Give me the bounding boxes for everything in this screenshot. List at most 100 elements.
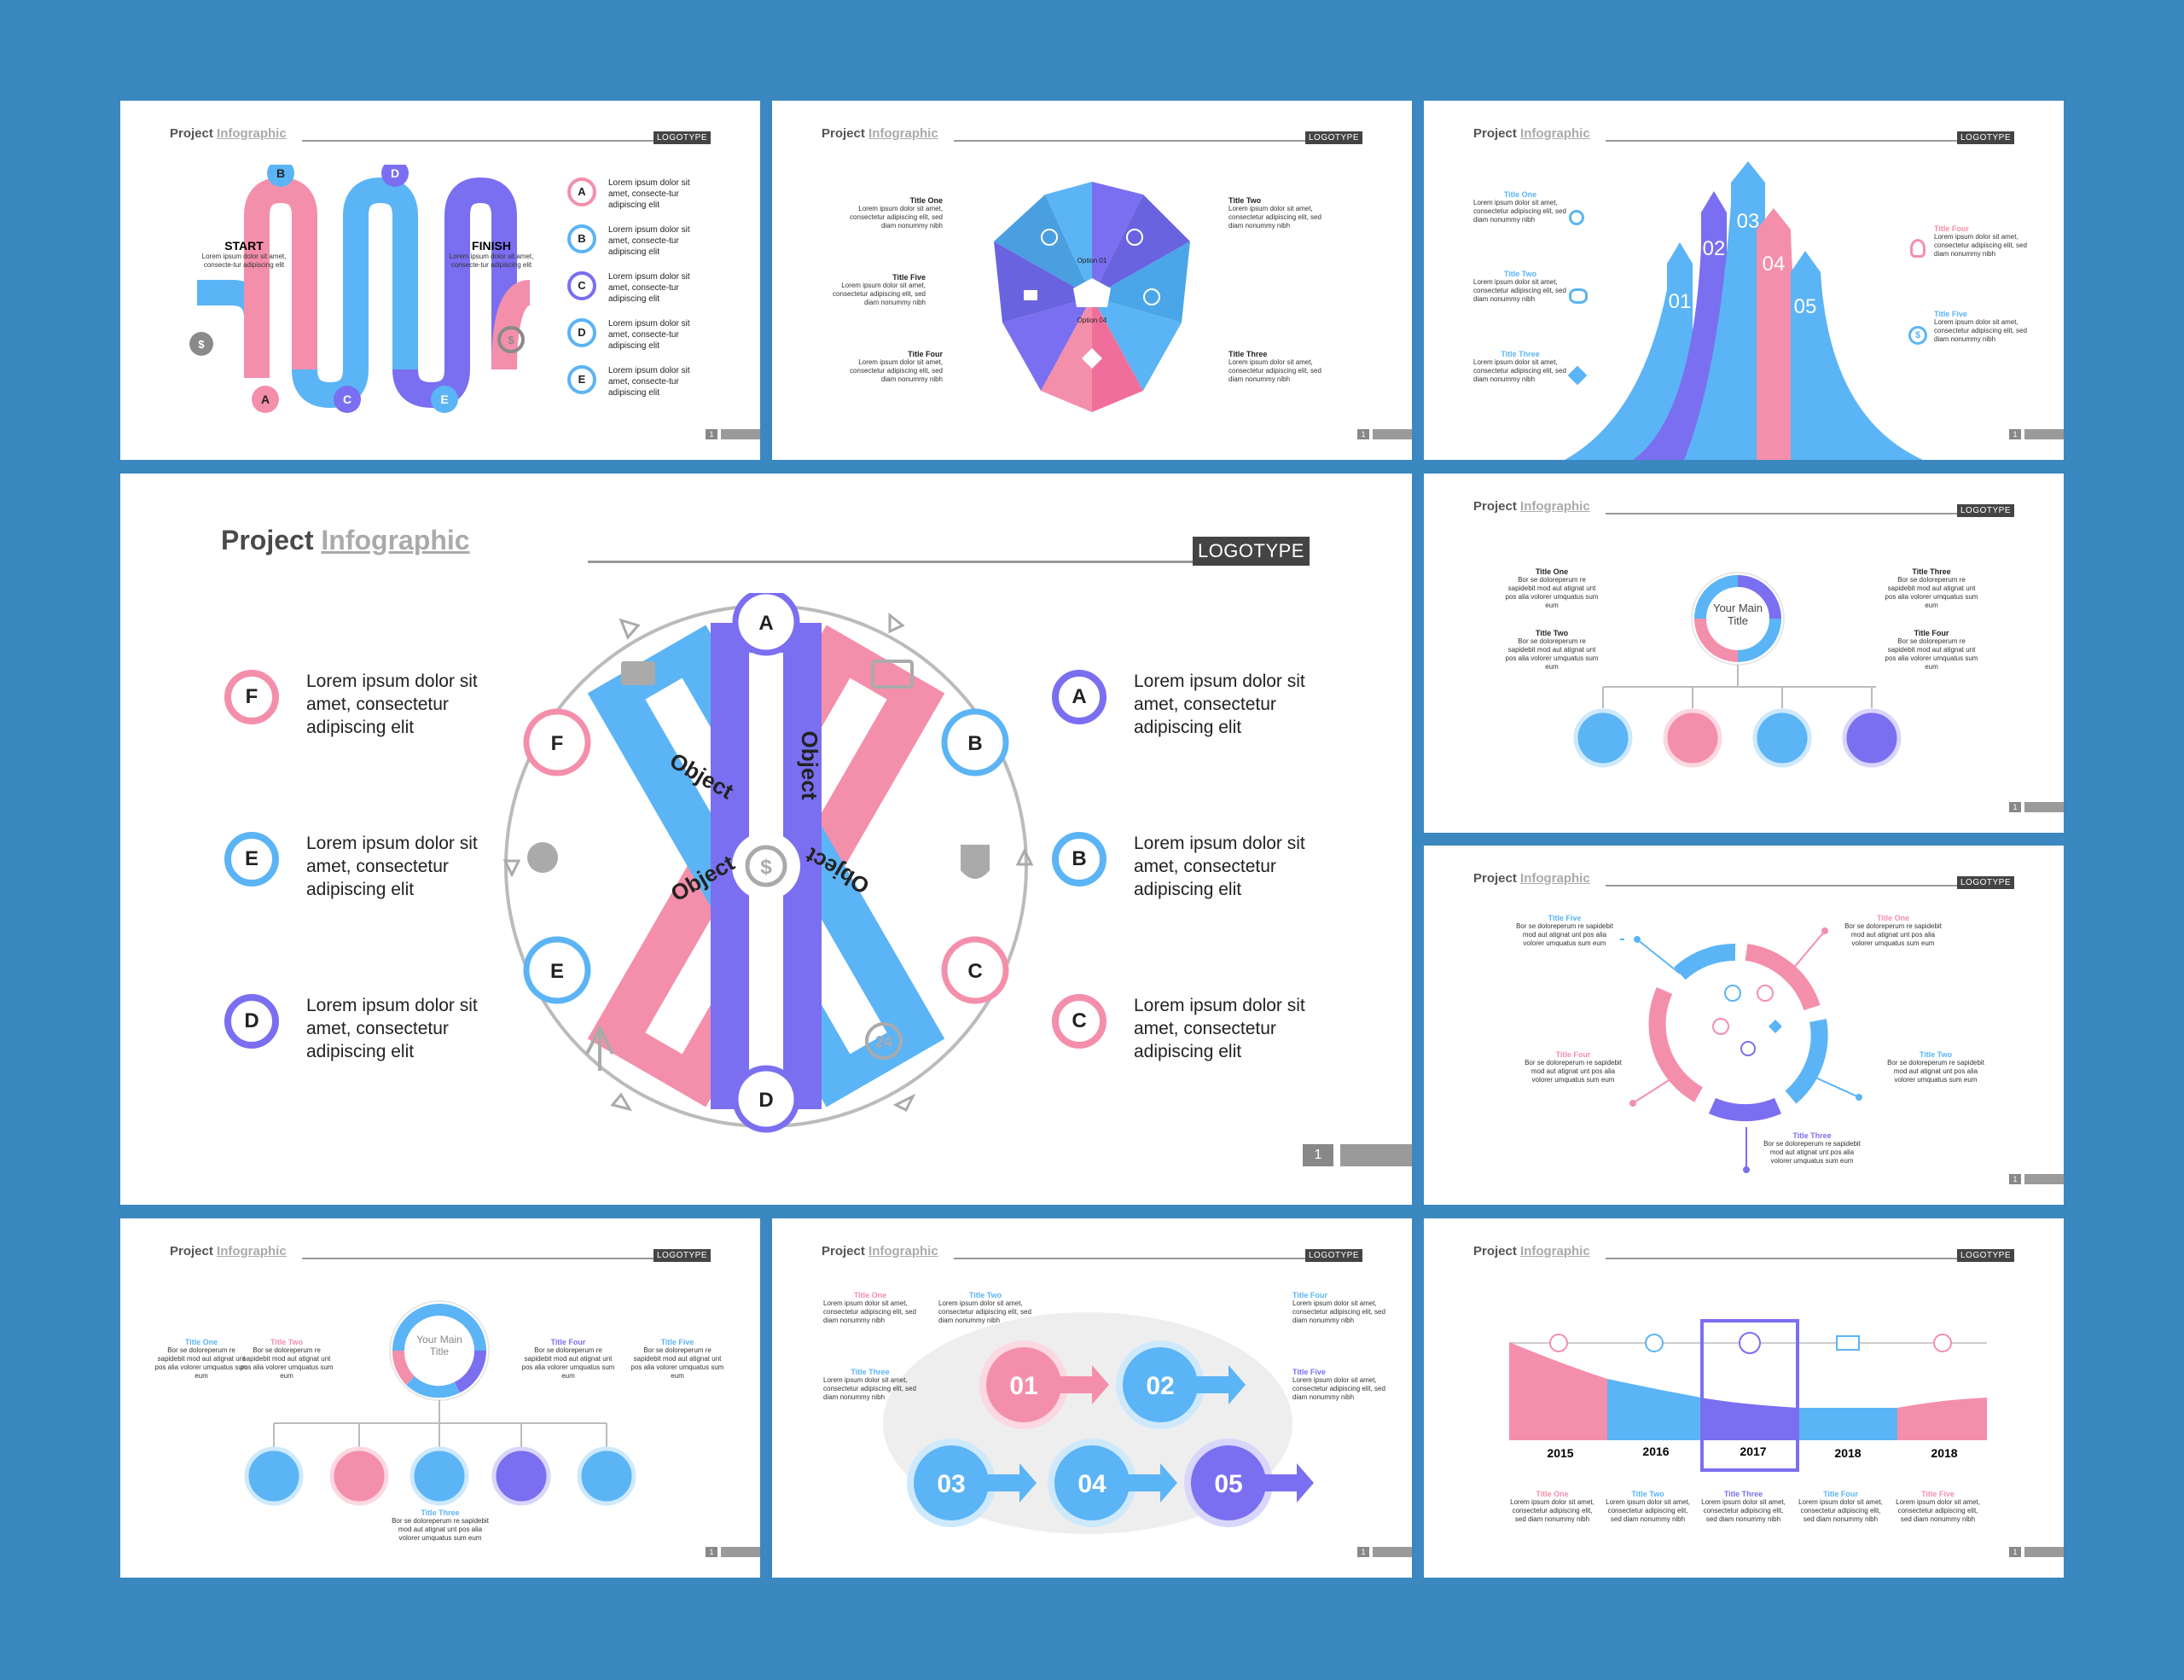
svg-text:05: 05 xyxy=(1794,295,1817,318)
logotype: LOGOTYPE xyxy=(1956,504,2014,517)
slide-header: Project Infographic LOGOTYPE xyxy=(822,126,1362,147)
svg-text:01: 01 xyxy=(1669,290,1692,313)
center-badge xyxy=(732,832,800,900)
start-block: START Lorem ipsum dolor sit amet, consec… xyxy=(201,239,287,270)
letter-d: D xyxy=(391,166,399,180)
object-label: Object xyxy=(797,731,822,800)
slide-roadmap[interactable]: Project Infographic LOGOTYPE B D A C E $… xyxy=(120,101,760,460)
letter-e: E xyxy=(440,392,448,406)
slide-main-title-tree[interactable]: Project Infographic LOGOTYPE Your Main T… xyxy=(1424,474,2064,833)
letter-c: C xyxy=(343,392,351,406)
ring-arrow xyxy=(610,1092,633,1112)
ring-segment-diagram xyxy=(1620,927,1862,1173)
header-project: Project xyxy=(170,126,213,141)
ring-arrow xyxy=(892,1093,916,1113)
puzzle-icon xyxy=(1769,1020,1782,1033)
slide-arrows-growth[interactable]: Project Infographic LOGOTYPE 01 02 03 04… xyxy=(1424,101,2064,460)
slide-header: Project Infographic LOGOTYPE xyxy=(221,525,1412,567)
finish-block: FINISH Lorem ipsum dolor sit amet, conse… xyxy=(449,239,534,270)
letter-b: B xyxy=(276,166,285,180)
highlight-frame xyxy=(1700,1319,1799,1472)
letter-e-circle xyxy=(431,386,458,413)
ring-arrow xyxy=(502,859,521,878)
finish-text: Lorem ipsum dolor sit amet, consecte-tur… xyxy=(449,253,534,269)
svg-text:A: A xyxy=(758,612,773,635)
header-project: Project xyxy=(221,525,314,555)
stopwatch-node xyxy=(1752,708,1812,768)
slide-header: Project Infographic LOGOTYPE xyxy=(1473,871,2014,892)
slide-timeline-area[interactable]: Project Infographic LOGOTYPE 2015 2016 2… xyxy=(1424,1218,2064,1578)
svg-text:02: 02 xyxy=(1703,237,1726,260)
path-segment-blue xyxy=(292,177,418,409)
dollar-cycle-icon xyxy=(497,326,525,353)
svg-text:D: D xyxy=(758,1089,773,1112)
svg-text:$: $ xyxy=(198,338,205,351)
bulb-icon xyxy=(1740,1041,1756,1056)
puzzle-icon xyxy=(1082,348,1102,369)
slide-five-node-tree[interactable]: Project Infographic LOGOTYPE Your Main T… xyxy=(120,1218,760,1578)
logotype: LOGOTYPE xyxy=(1304,1249,1362,1262)
heptagon-diagram: Option 01 Option 04 xyxy=(994,182,1190,412)
finish-label: FINISH xyxy=(472,239,511,253)
dollar-icon: $ xyxy=(1908,326,1927,345)
brain-icon xyxy=(1041,229,1058,246)
center-title: Your Main Title xyxy=(416,1334,462,1357)
split-arrows-icon xyxy=(585,1024,614,1071)
stopwatch-icon xyxy=(1126,229,1143,246)
page-number: 1 xyxy=(706,429,760,439)
timeline-area-chart xyxy=(1509,1319,1987,1472)
center-title: Your Main Title xyxy=(1712,602,1763,627)
slide-heptagon[interactable]: Project Infographic LOGOTYPE Option 01 O… xyxy=(772,101,1412,460)
five-node-tree xyxy=(244,1300,636,1506)
award-icon xyxy=(527,842,558,873)
svg-text:24: 24 xyxy=(875,1033,892,1050)
letter-c-badge xyxy=(941,936,1009,1004)
slide-main-objects[interactable]: Project Infographic LOGOTYPE $ Object Ob… xyxy=(120,474,1412,1205)
letter-a: A xyxy=(261,392,270,406)
chart-node xyxy=(1842,708,1902,768)
svg-text:01: 01 xyxy=(1009,1372,1037,1400)
logotype: LOGOTYPE xyxy=(1956,131,2014,144)
slide-header: Project Infographic LOGOTYPE xyxy=(822,1244,1362,1264)
slide-header: Project Infographic LOGOTYPE xyxy=(170,1244,711,1264)
ring-arrow xyxy=(1015,847,1034,866)
slide-header: Project Infographic LOGOTYPE xyxy=(1473,1244,2014,1264)
snake-path-diagram: B D A C E $ $ xyxy=(189,165,532,413)
slide-ring-segments[interactable]: Project Infographic LOGOTYPE Title Five B… xyxy=(1424,846,2064,1205)
letter-a-badge xyxy=(732,593,800,656)
svg-text:03: 03 xyxy=(1737,210,1760,233)
svg-text:E: E xyxy=(550,960,564,983)
slide-header: Project Infographic LOGOTYPE xyxy=(1473,126,2014,147)
money-bag-icon xyxy=(189,332,213,356)
svg-text:F: F xyxy=(551,732,564,755)
ring-arrow xyxy=(888,612,905,634)
logotype: LOGOTYPE xyxy=(653,1249,711,1262)
svg-text:B: B xyxy=(967,732,982,755)
letter-e-badge xyxy=(523,936,591,1004)
bulb-node xyxy=(1663,708,1722,768)
path-segment-pink-end xyxy=(491,280,532,370)
start-label: START xyxy=(224,239,264,253)
letter-d-badge xyxy=(732,1065,800,1133)
header-infographic: Infographic xyxy=(217,126,287,141)
ring-arrow xyxy=(619,618,641,640)
svg-text:03: 03 xyxy=(937,1470,965,1498)
svg-text:04: 04 xyxy=(1763,253,1786,276)
tree-diagram xyxy=(1573,572,1902,768)
letter-d-circle xyxy=(381,165,409,187)
page-number: 1 xyxy=(1303,1144,1412,1166)
logotype: LOGOTYPE xyxy=(1192,537,1310,566)
svg-text:$: $ xyxy=(508,334,514,346)
svg-text:C: C xyxy=(967,960,982,983)
svg-text:05: 05 xyxy=(1214,1470,1242,1498)
bulb-icon xyxy=(1910,239,1926,258)
slide-numbered-steps[interactable]: Project Infographic LOGOTYPE 01 02 03 04… xyxy=(772,1218,1412,1578)
object-star-diagram: $ Object Object Object Object A B C D E … xyxy=(502,593,1034,1133)
header-infographic: Infographic xyxy=(321,525,470,555)
svg-text:Option 01: Option 01 xyxy=(1077,257,1107,264)
slide-header: Project Infographic LOGOTYPE xyxy=(1473,499,2014,520)
brain-icon xyxy=(1569,288,1588,304)
shield-icon xyxy=(961,845,990,879)
stopwatch-icon xyxy=(1757,985,1774,1002)
stopwatch-icon xyxy=(1569,210,1584,225)
